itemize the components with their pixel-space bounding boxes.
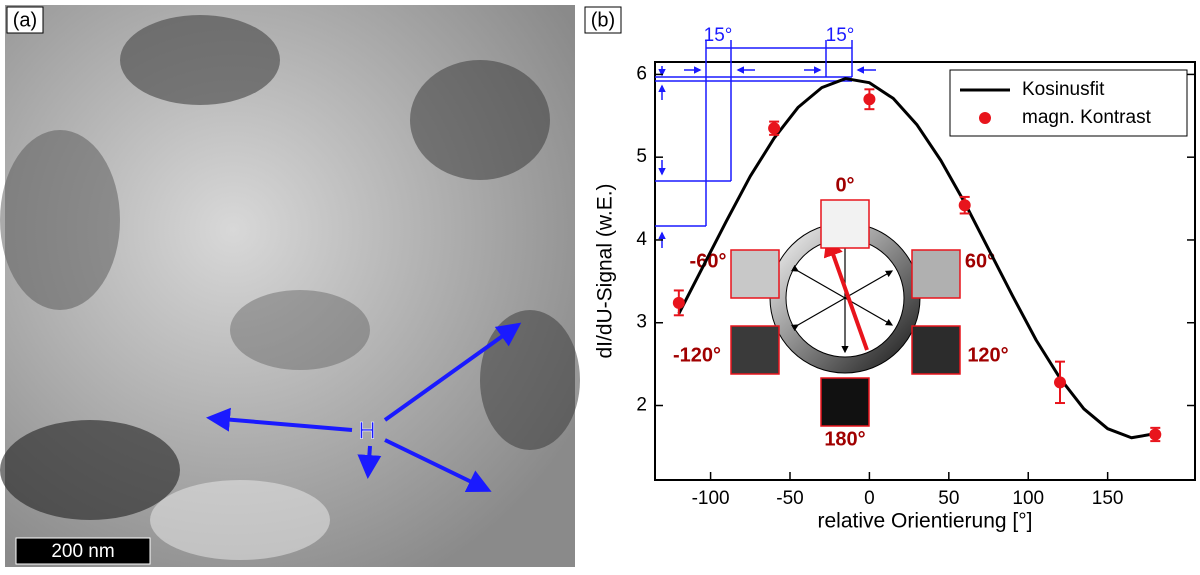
scale-bar: 200 nm: [51, 541, 114, 562]
x-tick-label: 100: [1012, 488, 1044, 509]
inset: [731, 200, 960, 426]
y-tick-label: 2: [636, 395, 647, 416]
inset-label: 0°: [835, 174, 854, 196]
x-tick-label: 50: [938, 488, 959, 509]
panel-a: (a) H 200 nm: [0, 5, 580, 567]
annotation: 15°: [704, 25, 733, 46]
data-point: [959, 199, 971, 211]
x-tick-label: 0: [864, 488, 875, 509]
inset-label: 120°: [967, 344, 1008, 366]
data-point: [768, 122, 780, 134]
data-point: [1054, 376, 1066, 388]
panel-label: (b): [591, 9, 615, 31]
y-tick-label: 6: [636, 63, 647, 84]
y-tick-label: 4: [636, 229, 647, 250]
y-tick-label: 3: [636, 312, 647, 333]
x-tick-label: -50: [776, 488, 803, 509]
data-point: [1149, 428, 1161, 440]
x-tick-label: 150: [1092, 488, 1124, 509]
annotation: 15°: [826, 25, 855, 46]
legend-label: magn. Kontrast: [1022, 107, 1152, 128]
y-axis-label: dI/dU-Signal (w.E.): [594, 183, 617, 358]
panel-label: (a): [13, 9, 37, 31]
data-point: [863, 93, 875, 105]
legend-marker: [979, 112, 991, 124]
data-point: [673, 297, 685, 309]
x-axis-label: relative Orientierung [°]: [818, 510, 1033, 533]
y-tick-label: 5: [636, 146, 647, 167]
figure: (a) H 200 nm (b) relative Orientierung […: [0, 0, 1200, 570]
legend-label: Kosinusfit: [1022, 79, 1105, 100]
inset-label: -120°: [673, 344, 721, 366]
x-tick-label: -100: [692, 488, 730, 509]
h-marker: H: [358, 417, 375, 444]
inset-label: 180°: [824, 428, 865, 450]
